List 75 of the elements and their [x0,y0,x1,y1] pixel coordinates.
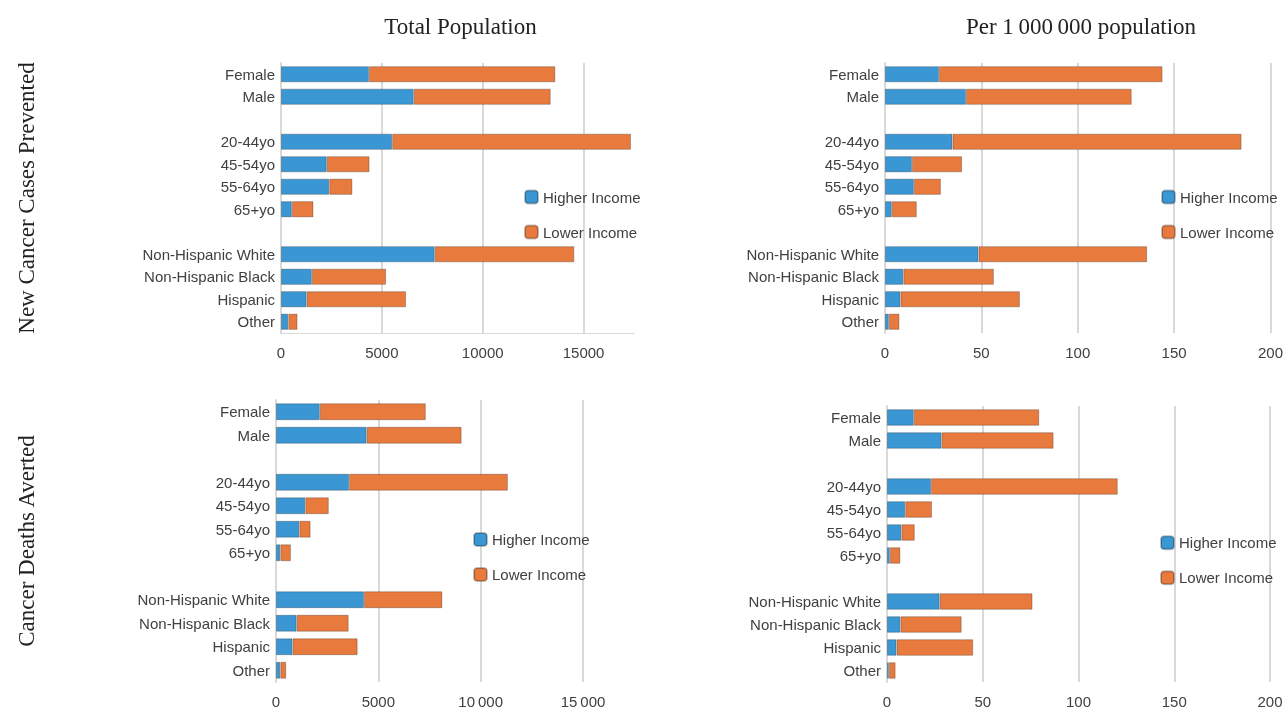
y-tick-label: Non-Hispanic White [137,591,270,609]
y-tick-label: 45-54yo [220,155,275,173]
y-tick-label: Non-Hispanic Black [144,268,276,286]
bar [888,313,900,330]
y-tick-label: 55-64yo [215,520,270,538]
y-tick-label: Female [219,403,270,421]
x-tick-label: 150 [1161,693,1187,710]
y-tick-label: Male [242,88,275,106]
y-tick-label: 65+yo [839,547,881,564]
y-tick-label: Male [237,426,270,444]
bar [280,544,291,562]
legend-label: Lower Income [543,223,638,241]
legend-label: Lower Income [1180,223,1275,241]
chart-title: Per 1 000 000 population [965,14,1197,39]
y-tick-label: Non-Hispanic Black [748,268,880,286]
bar [280,661,287,679]
y-tick-label: 45-54yo [215,497,270,515]
x-tick-label: 0 [880,344,890,361]
x-tick-label: 15000 [562,344,605,361]
y-tick-label: Non-Hispanic White [142,245,275,263]
x-tick-label: 150 [1161,344,1187,361]
y-tick-label: Female [224,65,275,83]
y-tick-label: 55-64yo [826,524,881,541]
x-tick-label: 5000 [361,693,396,710]
y-tick-label: Non-Hispanic Black [750,616,882,633]
x-tick-label: 5000 [365,344,399,361]
y-tick-label: 55-64yo [824,178,879,196]
y-tick-label: Male [846,88,879,106]
x-tick-label: 10000 [461,344,504,361]
x-tick-label: 50 [974,693,992,710]
y-tick-label: 20-44yo [220,133,275,151]
y-tick-label: 20-44yo [215,473,270,491]
legend-label: Higher Income [1180,188,1278,206]
x-tick-label: 100 [1065,693,1092,710]
y-tick-label: Male [848,432,881,449]
chart-title: Total Population [384,14,538,39]
y-tick-label: 20-44yo [826,478,881,495]
y-tick-label: 20-44yo [824,133,879,151]
y-tick-label: Hispanic [823,639,882,656]
y-tick-label: Other [841,313,879,331]
bar [888,662,896,679]
bar [889,547,901,564]
y-tick-label: Other [843,662,881,679]
x-tick-label: 100 [1065,344,1091,361]
y-axis-title: New Cancer Cases Prevented [14,61,39,334]
y-tick-label: 65+yo [228,544,270,562]
y-tick-label: 45-54yo [826,501,881,518]
legend-label: Lower Income [1179,569,1274,587]
x-tick-label: 0 [271,693,281,710]
x-tick-label: 200 [1257,344,1283,361]
x-tick-label: 0 [276,344,286,361]
legend-label: Higher Income [543,188,641,206]
legend-label: Lower Income [492,565,587,583]
y-tick-label: Non-Hispanic White [746,245,879,263]
y-tick-label: 45-54yo [824,155,879,173]
y-tick-label: Non-Hispanic Black [139,614,271,632]
y-axis-title: Cancer Deaths Averted [14,434,39,647]
legend-label: Higher Income [492,530,590,548]
y-tick-label: Hispanic [821,290,880,308]
y-tick-label: Hispanic [212,638,271,656]
y-tick-label: Non-Hispanic White [748,593,881,610]
y-tick-label: Other [237,313,275,331]
x-tick-label: 50 [973,344,990,361]
y-tick-label: 65+yo [233,200,275,218]
legend-label: Higher Income [1179,534,1277,552]
y-tick-label: Female [828,65,879,83]
y-tick-label: 65+yo [837,200,879,218]
y-tick-label: 55-64yo [220,178,275,196]
x-tick-label: 15 000 [560,693,606,710]
y-tick-label: Female [830,409,881,426]
y-tick-label: Hispanic [217,290,276,308]
x-tick-label: 200 [1257,693,1283,710]
y-tick-label: Other [232,661,270,679]
x-tick-label: 10 000 [458,693,504,710]
x-tick-label: 0 [882,693,892,710]
